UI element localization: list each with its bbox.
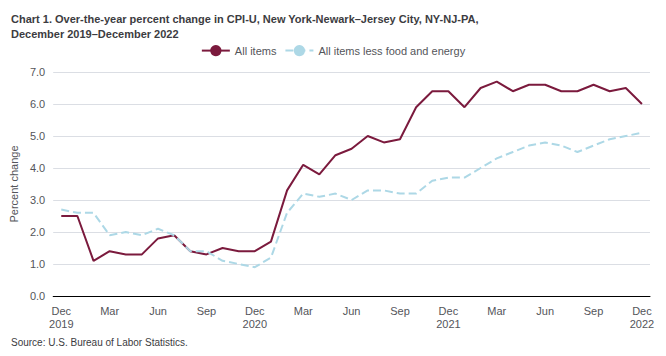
svg-text:Sep: Sep <box>197 305 217 317</box>
svg-text:Jun: Jun <box>149 305 167 317</box>
svg-text:6.0: 6.0 <box>30 98 45 110</box>
svg-text:2021: 2021 <box>436 318 460 330</box>
svg-text:Sep: Sep <box>390 305 410 317</box>
svg-text:1.0: 1.0 <box>30 258 45 270</box>
svg-text:Mar: Mar <box>294 305 313 317</box>
svg-text:7.0: 7.0 <box>30 66 45 78</box>
svg-text:Percent change: Percent change <box>8 145 20 222</box>
svg-text:0.0: 0.0 <box>30 290 45 302</box>
svg-text:2020: 2020 <box>243 318 267 330</box>
svg-text:Source: U.S. Bureau of Labor S: Source: U.S. Bureau of Labor Statistics. <box>11 337 188 348</box>
svg-text:Dec: Dec <box>245 305 265 317</box>
svg-text:Dec: Dec <box>51 305 71 317</box>
svg-text:All items less food and energy: All items less food and energy <box>318 45 465 57</box>
svg-text:Mar: Mar <box>487 305 506 317</box>
svg-text:Jun: Jun <box>536 305 554 317</box>
svg-text:All items: All items <box>235 45 277 57</box>
svg-text:5.0: 5.0 <box>30 130 45 142</box>
svg-text:2019: 2019 <box>49 318 73 330</box>
svg-text:Chart 1. Over-the-year percent: Chart 1. Over-the-year percent change in… <box>11 13 478 25</box>
svg-text:December 2019–December 2022: December 2019–December 2022 <box>11 28 179 40</box>
svg-text:2.0: 2.0 <box>30 226 45 238</box>
svg-text:4.0: 4.0 <box>30 162 45 174</box>
svg-text:Sep: Sep <box>584 305 604 317</box>
svg-text:Jun: Jun <box>343 305 361 317</box>
svg-text:3.0: 3.0 <box>30 194 45 206</box>
svg-text:2022: 2022 <box>630 318 654 330</box>
svg-text:Dec: Dec <box>439 305 459 317</box>
svg-text:Mar: Mar <box>100 305 119 317</box>
svg-text:Dec: Dec <box>632 305 652 317</box>
